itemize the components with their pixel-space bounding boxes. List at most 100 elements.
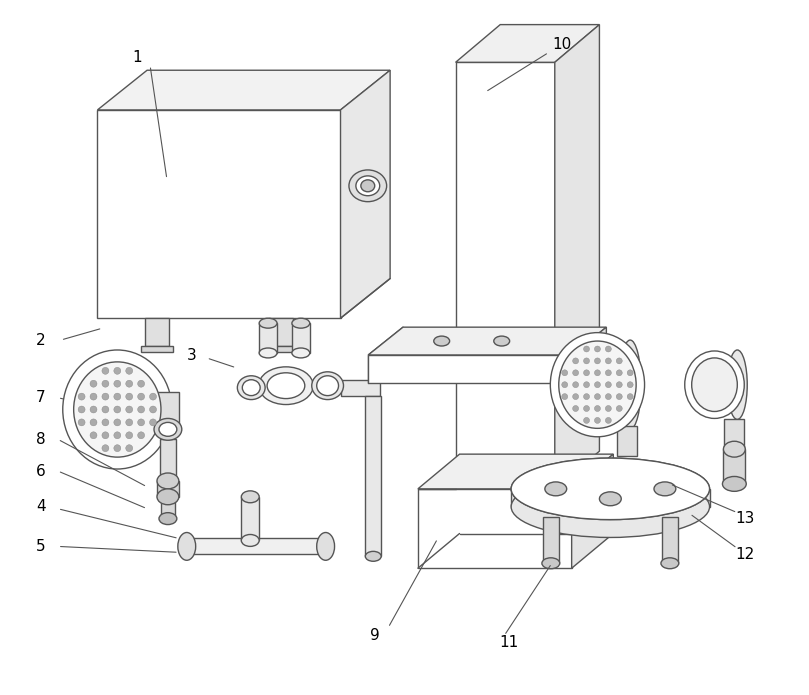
Text: 6: 6 bbox=[36, 464, 46, 478]
Ellipse shape bbox=[511, 458, 709, 520]
Ellipse shape bbox=[595, 393, 600, 400]
Text: 1: 1 bbox=[133, 50, 142, 65]
Polygon shape bbox=[366, 395, 381, 556]
Polygon shape bbox=[572, 454, 613, 569]
Polygon shape bbox=[368, 327, 607, 355]
Ellipse shape bbox=[605, 370, 612, 376]
Ellipse shape bbox=[583, 358, 590, 364]
Ellipse shape bbox=[356, 176, 379, 196]
Ellipse shape bbox=[259, 318, 277, 328]
Ellipse shape bbox=[125, 368, 133, 375]
Polygon shape bbox=[418, 489, 572, 569]
Ellipse shape bbox=[267, 373, 305, 399]
Ellipse shape bbox=[125, 419, 133, 426]
Ellipse shape bbox=[573, 382, 578, 388]
Ellipse shape bbox=[316, 532, 335, 560]
Ellipse shape bbox=[243, 379, 260, 395]
Ellipse shape bbox=[573, 393, 578, 400]
Ellipse shape bbox=[616, 382, 622, 388]
Ellipse shape bbox=[583, 393, 590, 400]
Polygon shape bbox=[145, 318, 169, 346]
Ellipse shape bbox=[114, 419, 121, 426]
Ellipse shape bbox=[654, 482, 676, 496]
Polygon shape bbox=[723, 449, 745, 484]
Ellipse shape bbox=[349, 170, 387, 202]
Ellipse shape bbox=[511, 458, 709, 520]
Ellipse shape bbox=[241, 534, 259, 546]
Ellipse shape bbox=[316, 376, 338, 395]
Ellipse shape bbox=[550, 333, 645, 436]
Ellipse shape bbox=[102, 419, 109, 426]
Polygon shape bbox=[511, 489, 709, 507]
Ellipse shape bbox=[90, 432, 97, 439]
Ellipse shape bbox=[292, 348, 310, 358]
Polygon shape bbox=[341, 70, 390, 318]
Text: 7: 7 bbox=[36, 390, 46, 405]
Ellipse shape bbox=[159, 513, 177, 525]
Ellipse shape bbox=[616, 405, 622, 411]
Ellipse shape bbox=[616, 358, 622, 364]
Polygon shape bbox=[97, 110, 341, 318]
Ellipse shape bbox=[583, 346, 590, 352]
Ellipse shape bbox=[366, 551, 381, 562]
Text: 4: 4 bbox=[36, 499, 46, 514]
Ellipse shape bbox=[157, 473, 179, 489]
Ellipse shape bbox=[561, 370, 568, 376]
Ellipse shape bbox=[125, 432, 133, 439]
Ellipse shape bbox=[138, 406, 145, 413]
Ellipse shape bbox=[90, 380, 97, 387]
Ellipse shape bbox=[595, 358, 600, 364]
Ellipse shape bbox=[595, 346, 600, 352]
Polygon shape bbox=[662, 516, 678, 563]
Polygon shape bbox=[97, 70, 390, 110]
Ellipse shape bbox=[692, 358, 737, 411]
Ellipse shape bbox=[573, 370, 578, 376]
Ellipse shape bbox=[723, 441, 745, 457]
Polygon shape bbox=[341, 379, 380, 395]
Polygon shape bbox=[543, 516, 559, 563]
Text: 9: 9 bbox=[371, 628, 380, 643]
Ellipse shape bbox=[595, 418, 600, 423]
Ellipse shape bbox=[90, 419, 97, 426]
Ellipse shape bbox=[599, 492, 621, 506]
Ellipse shape bbox=[78, 406, 85, 413]
Ellipse shape bbox=[78, 419, 85, 426]
Ellipse shape bbox=[125, 380, 133, 387]
Ellipse shape bbox=[361, 180, 375, 192]
Ellipse shape bbox=[627, 393, 633, 400]
Text: 11: 11 bbox=[499, 635, 519, 650]
Polygon shape bbox=[187, 539, 326, 555]
Polygon shape bbox=[418, 454, 613, 489]
Ellipse shape bbox=[595, 382, 600, 388]
Ellipse shape bbox=[545, 482, 566, 496]
Polygon shape bbox=[455, 24, 599, 63]
Ellipse shape bbox=[150, 393, 156, 400]
Ellipse shape bbox=[493, 336, 510, 346]
Ellipse shape bbox=[114, 393, 121, 400]
Ellipse shape bbox=[178, 532, 196, 560]
Ellipse shape bbox=[90, 406, 97, 413]
Ellipse shape bbox=[605, 346, 612, 352]
Text: 13: 13 bbox=[735, 511, 755, 526]
Text: 3: 3 bbox=[187, 348, 197, 363]
Text: 8: 8 bbox=[36, 432, 46, 447]
Ellipse shape bbox=[722, 477, 746, 491]
Ellipse shape bbox=[605, 382, 612, 388]
Ellipse shape bbox=[90, 393, 97, 400]
Ellipse shape bbox=[138, 432, 145, 439]
Ellipse shape bbox=[154, 418, 182, 440]
Ellipse shape bbox=[78, 393, 85, 400]
Ellipse shape bbox=[259, 367, 313, 404]
Ellipse shape bbox=[241, 491, 259, 502]
Ellipse shape bbox=[627, 382, 633, 388]
Ellipse shape bbox=[511, 476, 709, 537]
Ellipse shape bbox=[292, 318, 310, 328]
Polygon shape bbox=[455, 63, 555, 489]
Ellipse shape bbox=[616, 370, 622, 376]
Ellipse shape bbox=[583, 418, 590, 423]
Ellipse shape bbox=[157, 489, 179, 505]
Ellipse shape bbox=[102, 380, 109, 387]
Ellipse shape bbox=[102, 368, 109, 375]
Polygon shape bbox=[160, 439, 176, 481]
Ellipse shape bbox=[605, 358, 612, 364]
